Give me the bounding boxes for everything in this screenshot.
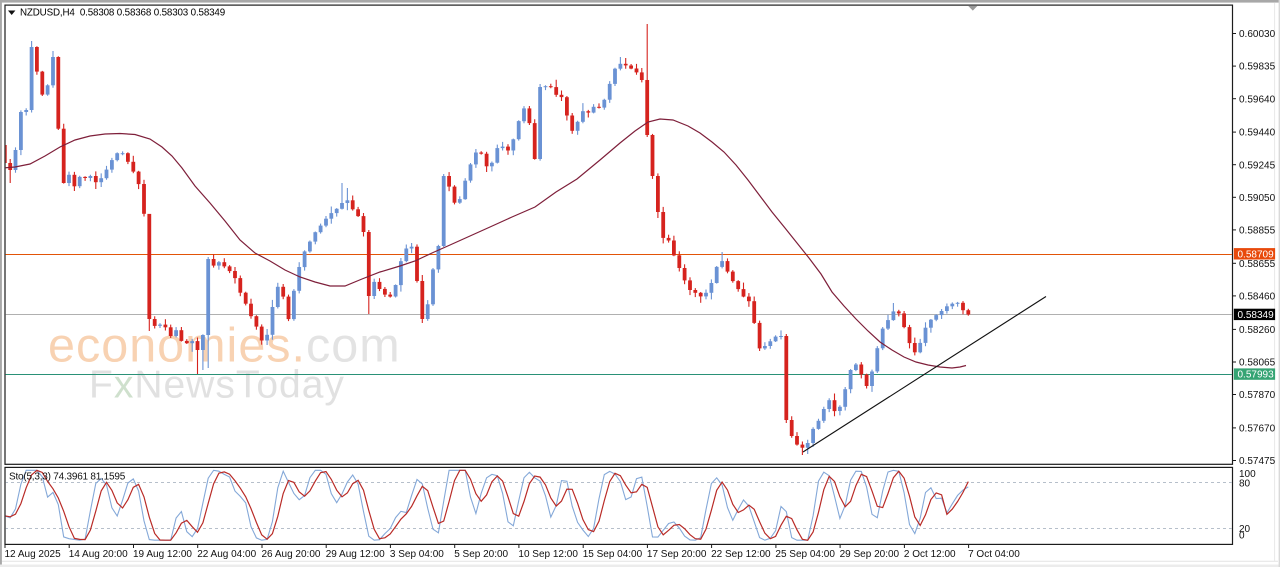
- svg-text:0.59440: 0.59440: [1239, 128, 1276, 139]
- svg-text:26 Aug 20:00: 26 Aug 20:00: [262, 549, 321, 560]
- svg-text:80: 80: [1239, 479, 1251, 490]
- svg-text:0.57993: 0.57993: [1238, 370, 1275, 381]
- svg-text:economies.com: economies.com: [48, 319, 401, 373]
- svg-text:0.57870: 0.57870: [1239, 390, 1276, 401]
- svg-text:14 Aug 20:00: 14 Aug 20:00: [69, 549, 128, 560]
- svg-text:0.59050: 0.59050: [1239, 193, 1276, 204]
- svg-text:29 Aug 12:00: 29 Aug 12:00: [326, 549, 385, 560]
- svg-text:5 Sep 20:00: 5 Sep 20:00: [454, 549, 508, 560]
- svg-text:NZDUSD,H4 0.58308 0.58368 0.5: NZDUSD,H4 0.58308 0.58368 0.58303 0.5834…: [20, 7, 225, 18]
- svg-text:0.58655: 0.58655: [1239, 259, 1276, 270]
- svg-text:0.58855: 0.58855: [1239, 226, 1276, 237]
- svg-text:7 Oct 04:00: 7 Oct 04:00: [968, 549, 1020, 560]
- svg-text:0.58065: 0.58065: [1239, 358, 1276, 369]
- svg-text:17 Sep 20:00: 17 Sep 20:00: [647, 549, 707, 560]
- svg-text:0.59640: 0.59640: [1239, 94, 1276, 105]
- svg-text:2 Oct 12:00: 2 Oct 12:00: [904, 549, 956, 560]
- svg-text:19 Aug 12:00: 19 Aug 12:00: [133, 549, 192, 560]
- svg-text:22 Aug 04:00: 22 Aug 04:00: [197, 549, 256, 560]
- svg-text:10 Sep 12:00: 10 Sep 12:00: [518, 549, 578, 560]
- svg-text:12 Aug 2025: 12 Aug 2025: [5, 549, 62, 560]
- svg-text:0.58709: 0.58709: [1238, 249, 1275, 260]
- svg-text:25 Sep 04:00: 25 Sep 04:00: [775, 549, 835, 560]
- svg-text:20: 20: [1239, 524, 1251, 535]
- svg-text:3 Sep 04:00: 3 Sep 04:00: [390, 549, 444, 560]
- svg-text:0.59245: 0.59245: [1239, 160, 1276, 171]
- svg-text:15 Sep 04:00: 15 Sep 04:00: [583, 549, 643, 560]
- svg-text:0.57475: 0.57475: [1239, 456, 1276, 467]
- svg-text:0: 0: [1239, 531, 1245, 542]
- svg-text:FxNewsToday: FxNewsToday: [89, 364, 345, 407]
- svg-text:0.58349: 0.58349: [1238, 310, 1275, 321]
- svg-text:0.58260: 0.58260: [1239, 325, 1276, 336]
- svg-text:0.60030: 0.60030: [1239, 29, 1276, 40]
- svg-text:0.59835: 0.59835: [1239, 62, 1276, 73]
- svg-text:0.57670: 0.57670: [1239, 424, 1276, 435]
- svg-text:0.58460: 0.58460: [1239, 292, 1276, 303]
- svg-text:Sto(5,3,3) 74.3961 81.1595: Sto(5,3,3) 74.3961 81.1595: [9, 471, 126, 482]
- svg-text:100: 100: [1239, 469, 1256, 480]
- svg-text:29 Sep 20:00: 29 Sep 20:00: [840, 549, 900, 560]
- svg-text:22 Sep 12:00: 22 Sep 12:00: [711, 549, 771, 560]
